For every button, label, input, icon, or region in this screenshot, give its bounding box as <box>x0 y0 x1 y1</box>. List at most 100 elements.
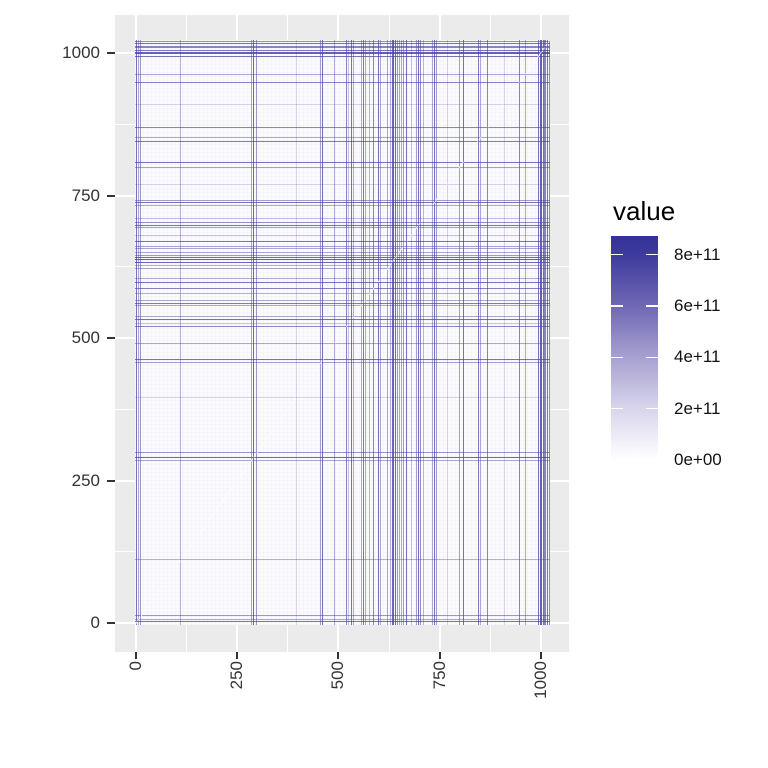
heatmap-high-column <box>322 40 324 625</box>
heatmap-high-row <box>134 305 550 306</box>
legend-tick-label: 4e+11 <box>674 347 721 367</box>
heatmap-high-column <box>380 40 381 625</box>
x-axis-tick <box>337 652 340 659</box>
x-axis-tick <box>438 652 441 659</box>
heatmap-high-column <box>542 40 544 625</box>
plot-panel <box>115 15 569 652</box>
heatmap-high-row <box>134 261 550 263</box>
heatmap-high-column <box>540 40 542 625</box>
legend-tick-left <box>611 459 623 461</box>
heatmap-high-column <box>180 40 182 625</box>
y-axis-label: 1000 <box>62 43 100 62</box>
legend-tick-right <box>646 253 658 256</box>
heatmap-high-row <box>134 359 550 361</box>
heatmap-high-row <box>134 241 550 243</box>
heatmap-high-column <box>416 40 418 625</box>
heatmap-high-row <box>134 52 550 54</box>
heatmap-high-column <box>389 40 391 625</box>
heatmap-high-column <box>537 40 539 625</box>
heatmap-high-row <box>134 299 550 301</box>
heatmap-high-row <box>134 293 550 295</box>
heatmap-high-column <box>334 40 336 625</box>
y-axis-label: 0 <box>90 613 100 632</box>
heatmap-high-row <box>134 254 550 256</box>
heatmap-high-column <box>545 40 547 625</box>
x-axis-label: 750 <box>429 661 449 690</box>
heatmap-high-column <box>432 40 434 625</box>
heatmap-tile-block <box>134 40 550 625</box>
heatmap-high-row <box>134 201 550 203</box>
heatmap-high-column <box>250 40 252 625</box>
heatmap-high-column <box>420 40 422 625</box>
heatmap-high-column <box>377 40 379 625</box>
heatmap-high-row <box>134 41 550 43</box>
heatmap-high-row <box>134 246 550 248</box>
heatmap-high-column <box>140 40 142 625</box>
heatmap-high-row <box>134 217 550 219</box>
heatmap-high-column <box>136 40 137 625</box>
legend-tick-left <box>611 253 623 256</box>
heatmap-high-row <box>134 199 550 201</box>
heatmap-high-row <box>134 49 550 51</box>
heatmap-high-column <box>459 40 461 625</box>
heatmap-high-column <box>295 40 297 625</box>
y-axis-label: 500 <box>71 328 100 347</box>
heatmap-high-column <box>434 40 436 625</box>
heatmap-high-column <box>362 40 364 625</box>
heatmap-high-column <box>396 40 398 625</box>
x-axis-label: 1000 <box>531 661 550 699</box>
heatmap-high-column <box>137 40 139 625</box>
heatmap-high-row <box>134 47 550 49</box>
heatmap-high-row <box>134 615 550 617</box>
heatmap-high-column <box>352 40 354 625</box>
heatmap-high-column <box>387 40 389 625</box>
heatmap-high-row <box>134 127 550 129</box>
heatmap-high-row <box>134 221 550 223</box>
y-axis-tick <box>107 479 115 482</box>
heatmap-high-column <box>548 40 550 625</box>
heatmap-high-row <box>134 559 550 561</box>
heatmap-high-column <box>252 40 254 625</box>
x-axis-tick <box>134 652 137 659</box>
legend-colorbar <box>611 236 658 460</box>
legend-title: value <box>613 196 676 226</box>
heatmap-high-row <box>134 342 550 344</box>
heatmap-high-row <box>134 224 550 226</box>
heatmap-high-row <box>134 82 550 84</box>
heatmap-high-column <box>364 40 366 625</box>
heatmap-high-row <box>134 43 550 45</box>
heatmap-high-row <box>134 267 550 269</box>
heatmap-high-row <box>134 288 550 290</box>
heatmap-high-row <box>134 204 550 206</box>
heatmap-high-row <box>134 319 550 321</box>
legend-tick-right <box>646 407 658 410</box>
legend-tick-label: 8e+11 <box>674 244 721 264</box>
heatmap-high-row <box>134 45 550 47</box>
tile-texture <box>134 40 550 625</box>
heatmap-high-column <box>346 40 348 625</box>
heatmap-high-row <box>134 140 550 142</box>
heatmap-high-row <box>134 248 550 249</box>
y-axis-tick <box>107 622 115 624</box>
heatmap-high-column <box>462 40 464 625</box>
x-axis-label: 0 <box>125 661 145 671</box>
heatmap-high-column <box>348 40 350 625</box>
heatmap-high-row <box>134 74 550 76</box>
heatmap-high-row <box>134 325 550 327</box>
heatmap-high-column <box>447 40 449 625</box>
heatmap-high-column <box>504 40 506 625</box>
heatmap-high-row <box>134 362 550 363</box>
heatmap-high-row <box>134 264 550 266</box>
heatmap-high-column <box>477 40 479 625</box>
heatmap-high-row <box>134 166 550 168</box>
heatmap-high-row <box>134 396 550 398</box>
heatmap-high-row <box>134 227 550 229</box>
x-axis-tick <box>236 652 239 659</box>
heatmap-high-column <box>519 40 521 625</box>
heatmap-high-column <box>369 40 371 625</box>
x-axis-label: 500 <box>328 661 348 690</box>
heatmap-high-column <box>546 40 548 625</box>
legend-tick-label: 2e+11 <box>674 398 721 418</box>
heatmap-high-row <box>134 278 550 280</box>
